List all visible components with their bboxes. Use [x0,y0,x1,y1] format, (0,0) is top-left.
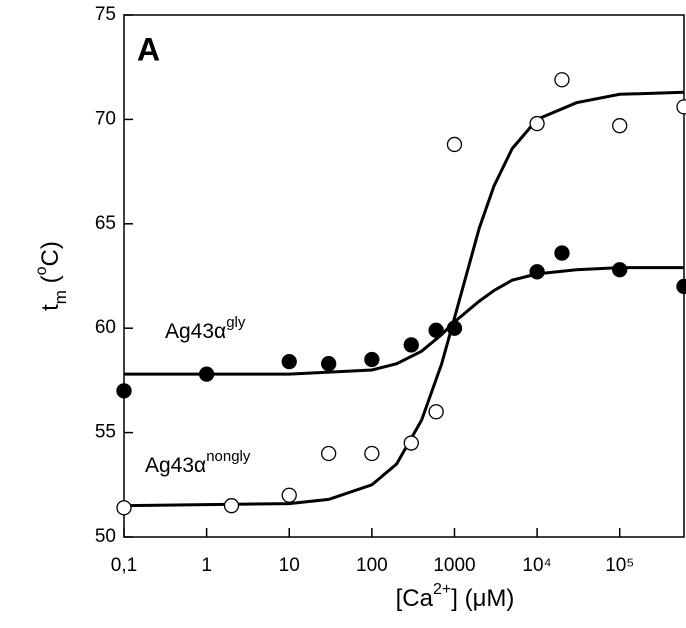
x-tick-label: 1 [201,555,212,576]
data-point [403,337,419,353]
plot-frame [123,14,685,538]
y-label-part: C) [37,241,64,266]
data-point [116,500,132,516]
y-label-part: t [37,304,64,311]
data-point [364,351,380,368]
annotation: Ag43αgly [165,314,246,343]
y-label-part: ( [37,275,64,290]
data-point [529,264,545,280]
data-point [529,115,545,132]
annotation: Ag43αnongly [145,448,251,477]
panel-label: A [137,31,160,67]
annotation-sup: nongly [206,448,251,465]
data-point [676,99,686,115]
data-point [554,245,570,261]
x-label-part: [Ca [396,585,434,612]
y-label-sup: o [33,266,50,275]
data-point [281,353,297,370]
y-tick-label: 75 [95,4,116,25]
x-label-part: ] (μM) [451,585,514,612]
x-tick-label: 10⁵ [605,555,634,576]
x-tick-label: 1000 [433,555,475,576]
data-point [281,487,297,503]
data-point [428,404,444,420]
y-label-sub: m [51,290,70,304]
data-point [321,445,337,462]
data-point [428,322,444,338]
fit-curve [123,90,685,508]
data-point [364,445,380,462]
x-label-sup: 2+ [433,581,451,598]
data-point [446,136,463,153]
fit-curve [124,266,684,376]
x-axis-label: [Ca2+] (μM) [396,581,515,612]
data-point [223,498,240,514]
data-point [116,383,132,399]
data-point [198,366,215,382]
y-axis-label: tm (oC) [33,241,70,311]
y-tick-label: 60 [95,317,116,338]
y-tick-label: 70 [95,108,116,129]
data-point [554,72,570,88]
y-tick-label: 50 [95,526,116,547]
annotation-text: Ag43α [165,320,226,343]
data-point [612,118,628,134]
annotation-text: Ag43α [145,454,206,477]
data-point [321,356,337,372]
x-tick-label: 10⁴ [522,555,551,576]
data-point [612,262,628,278]
annotation-sup: gly [226,314,246,331]
x-tick-label: 10 [279,555,300,576]
x-tick-label: 100 [356,555,388,576]
y-tick-label: 55 [95,422,116,443]
y-tick-label: 65 [95,213,116,234]
data-point [446,320,463,336]
data-point [676,278,686,295]
x-tick-label: 0,1 [111,555,137,576]
data-point [403,435,419,451]
